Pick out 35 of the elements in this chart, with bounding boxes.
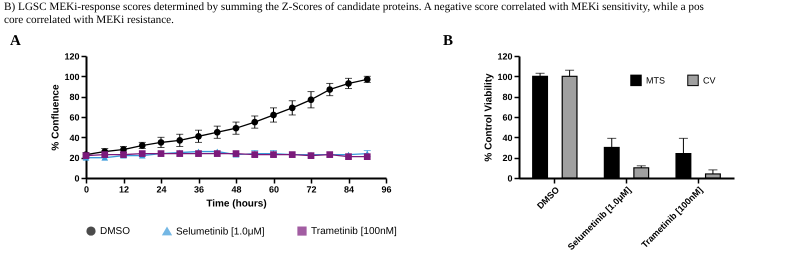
x-tick-label: 84 — [344, 184, 354, 194]
y-tick-label: 120 — [497, 52, 512, 62]
y-tick-label: 80 — [502, 92, 512, 102]
x-tick-label: 48 — [231, 184, 242, 194]
legend-label: Selumetinib [1.0μM] — [176, 226, 265, 238]
y-tick-label: 120 — [64, 52, 80, 62]
x-tick-label: 60 — [268, 184, 280, 194]
x-tick-label: 0 — [84, 184, 90, 194]
y-tick-label: 20 — [502, 153, 512, 164]
y-axis-title: % Control Viability — [483, 72, 494, 162]
y-tick-label: 0 — [74, 174, 80, 184]
y-tick-label: 0 — [507, 174, 512, 184]
y-axis-title: % Confluence — [50, 84, 62, 151]
y-tick-label: 100 — [64, 72, 80, 82]
y-tick-label: 100 — [497, 72, 512, 82]
x-tick-label: 96 — [381, 184, 392, 194]
legend-label: Trametinib [100nM] — [311, 226, 397, 238]
x-axis-title: Time (hours) — [206, 198, 267, 210]
chart-title: B — [442, 33, 453, 49]
legend-label: DMSO — [100, 226, 130, 238]
y-tick-label: 20 — [69, 153, 80, 164]
x-tick-label: 24 — [156, 184, 167, 194]
y-tick-label: 40 — [69, 132, 80, 143]
x-tick-label: 72 — [306, 184, 317, 194]
legend-label: MTS — [646, 75, 665, 86]
y-tick-label: 60 — [502, 112, 512, 122]
y-tick-label: 80 — [69, 92, 80, 102]
y-tick-label: 40 — [502, 132, 512, 143]
chart-title: A — [10, 33, 21, 49]
x-tick-label: 12 — [118, 184, 130, 194]
text: B) LGSC MEKi-response scores determined by summing the Z-Scores of candidate proteins. A negative score correlated with MEKi sensitivity, while a pos — [4, 1, 705, 14]
x-tick-label: 36 — [194, 184, 204, 194]
y-tick-label: 60 — [69, 112, 80, 122]
text: core correlated with MEKi resistance. — [4, 14, 175, 27]
legend-label: CV — [703, 75, 716, 86]
